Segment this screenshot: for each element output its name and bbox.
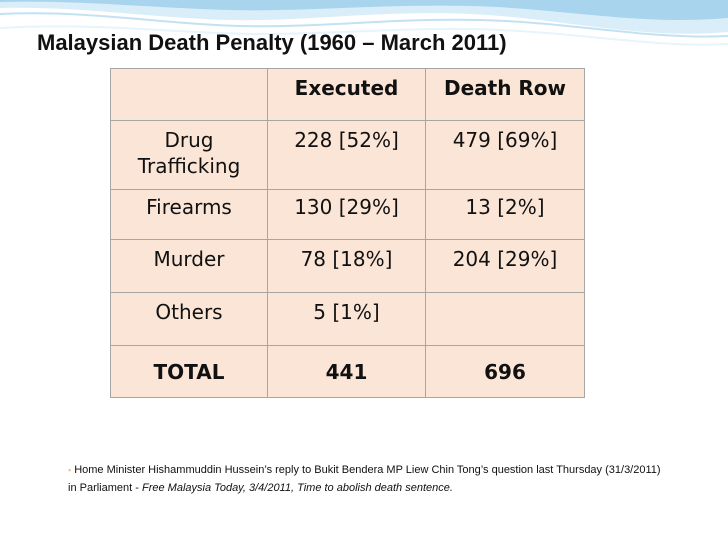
total-death-row: 696 — [425, 345, 585, 398]
row-executed: 228 [52%] — [267, 120, 426, 190]
row-category: Drug Trafficking — [110, 120, 268, 190]
table-header-row: Executed Death Row — [110, 68, 585, 121]
total-executed: 441 — [267, 345, 426, 398]
row-death-row: 204 [29%] — [425, 239, 585, 293]
table-row: Murder 78 [18%] 204 [29%] — [110, 239, 585, 293]
row-executed: 78 [18%] — [267, 239, 426, 293]
footnote: ▪ Home Minister Hishammuddin Hussein’s re… — [68, 461, 668, 497]
header-death-row: Death Row — [425, 68, 585, 121]
table-row: Drug Trafficking 228 [52%] 479 [69%] — [110, 120, 585, 190]
footnote-source: Free Malaysia Today, 3/4/2011, Time to a… — [141, 482, 453, 494]
total-category: TOTAL — [110, 345, 268, 398]
row-executed: 5 [1%] — [267, 292, 426, 346]
slide-title: Malaysian Death Penalty (1960 – March 20… — [37, 30, 507, 55]
row-category: Others — [110, 292, 268, 346]
table-row: Firearms 130 [29%] 13 [2%] — [110, 189, 585, 240]
footnote-bullet-icon: ▪ — [68, 465, 72, 475]
row-category: Murder — [110, 239, 268, 293]
footnote-text: Home Minister Hishammuddin Hussein’s rep… — [68, 464, 661, 494]
row-death-row — [425, 292, 585, 346]
table-row: Others 5 [1%] — [110, 292, 585, 346]
row-death-row: 13 [2%] — [425, 189, 585, 240]
death-penalty-table: Executed Death Row Drug Trafficking 228 … — [110, 68, 585, 398]
header-empty-cell — [110, 68, 268, 121]
row-category: Firearms — [110, 189, 268, 240]
header-wave-decoration — [0, 0, 728, 46]
row-death-row: 479 [69%] — [425, 120, 585, 190]
table-total-row: TOTAL 441 696 — [110, 345, 585, 398]
row-executed: 130 [29%] — [267, 189, 426, 240]
header-executed: Executed — [267, 68, 426, 121]
